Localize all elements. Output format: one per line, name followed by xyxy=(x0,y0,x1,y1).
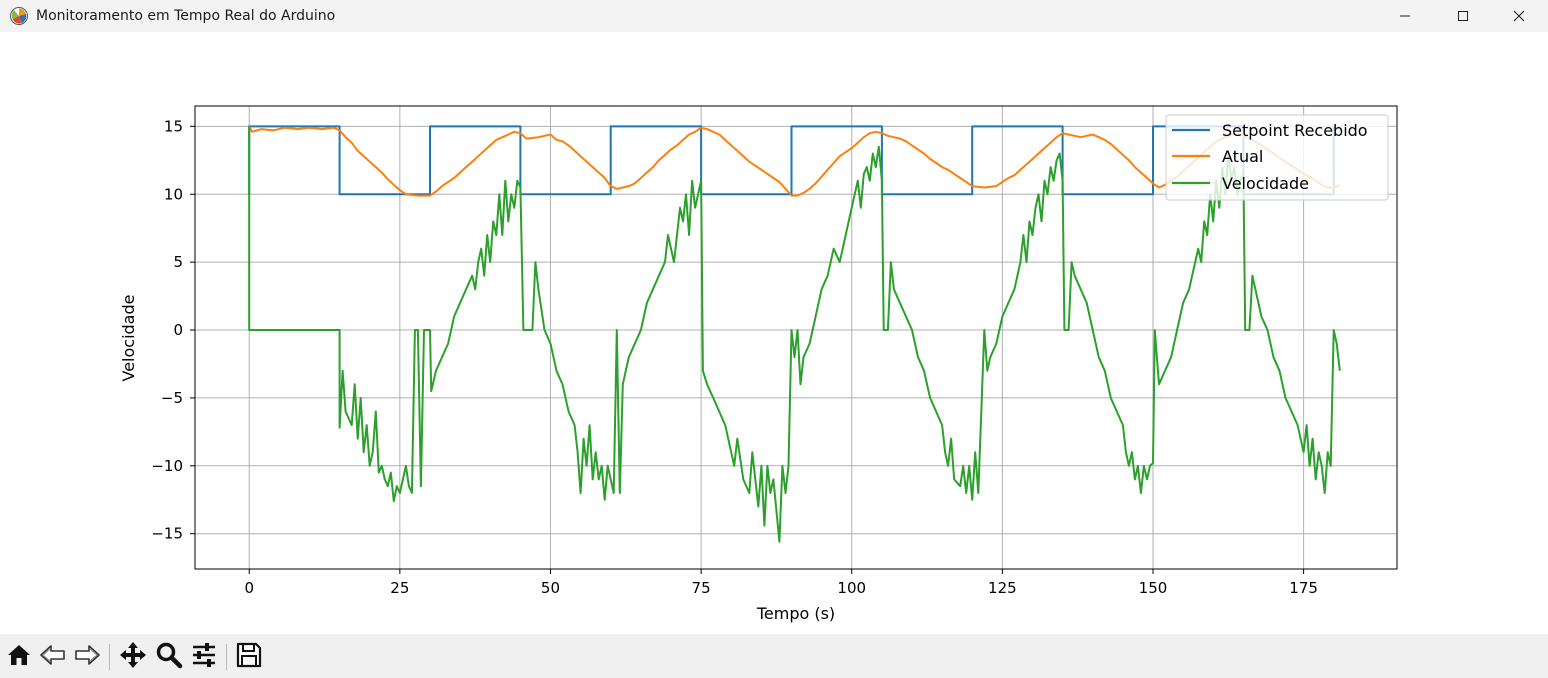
legend: Setpoint Recebido Atual Velocidade xyxy=(1165,114,1389,201)
axes-frame xyxy=(194,105,1398,570)
close-button[interactable] xyxy=(1490,0,1548,32)
x-tick-label: 175 xyxy=(1289,579,1318,597)
legend-label-velocidade: Velocidade xyxy=(1222,174,1309,193)
toolbar-separator xyxy=(226,644,227,670)
x-tick-label: 100 xyxy=(837,579,866,597)
line-chart: 0 25 50 75 100 125 150 175 −15 −10 −5 0 5 10 15 Tempo … xyxy=(119,105,1398,623)
legend-label-setpoint: Setpoint Recebido xyxy=(1222,121,1368,140)
y-tick-label: −10 xyxy=(151,457,183,475)
home-button[interactable] xyxy=(4,643,34,671)
forward-icon xyxy=(73,642,101,672)
y-tick-label: 10 xyxy=(164,185,183,203)
toolbar-separator xyxy=(109,644,110,670)
pan-button[interactable] xyxy=(118,641,148,673)
legend-box xyxy=(1165,114,1389,201)
navigation-toolbar xyxy=(0,634,1548,678)
y-tick-label: −15 xyxy=(151,525,183,543)
minimize-button[interactable] xyxy=(1376,0,1434,32)
zoom-icon xyxy=(155,641,183,673)
x-tick-label: 75 xyxy=(692,579,711,597)
x-tick-label: 50 xyxy=(541,579,560,597)
close-icon xyxy=(1513,7,1525,26)
back-button[interactable] xyxy=(38,643,68,671)
y-axis-label: Velocidade xyxy=(119,295,138,382)
back-icon xyxy=(39,642,67,672)
maximize-button[interactable] xyxy=(1434,0,1492,32)
y-tick-label: 5 xyxy=(173,253,183,271)
x-tick-label: 150 xyxy=(1139,579,1168,597)
window-title: Monitoramento em Tempo Real do Arduino xyxy=(36,8,336,24)
y-tick-label: 0 xyxy=(173,321,183,339)
x-axis-label: Tempo (s) xyxy=(756,604,835,623)
configure-subplots-button[interactable] xyxy=(189,643,219,671)
zoom-button[interactable] xyxy=(154,641,184,673)
save-icon xyxy=(236,642,262,672)
x-tick-label: 125 xyxy=(988,579,1017,597)
x-tick-label: 0 xyxy=(244,579,254,597)
series-line-setpoint xyxy=(248,125,1335,196)
pan-icon xyxy=(119,641,147,673)
save-button[interactable] xyxy=(234,642,264,672)
configure-subplots-icon xyxy=(190,641,218,673)
figure-canvas[interactable]: 0 25 50 75 100 125 150 175 −15 −10 −5 0 5 10 15 Tempo … xyxy=(0,32,1548,634)
y-tick-label: −5 xyxy=(161,389,183,407)
title-bar: Monitoramento em Tempo Real do Arduino xyxy=(0,0,1548,32)
home-icon xyxy=(6,642,32,672)
forward-button[interactable] xyxy=(72,643,102,671)
series-line-velocidade xyxy=(248,126,1341,543)
figure-icon xyxy=(9,6,29,26)
minimize-icon xyxy=(1399,7,1411,26)
legend-label-atual: Atual xyxy=(1222,147,1263,166)
maximize-icon xyxy=(1457,7,1469,26)
x-tick-label: 25 xyxy=(390,579,409,597)
y-tick-label: 15 xyxy=(164,117,183,135)
